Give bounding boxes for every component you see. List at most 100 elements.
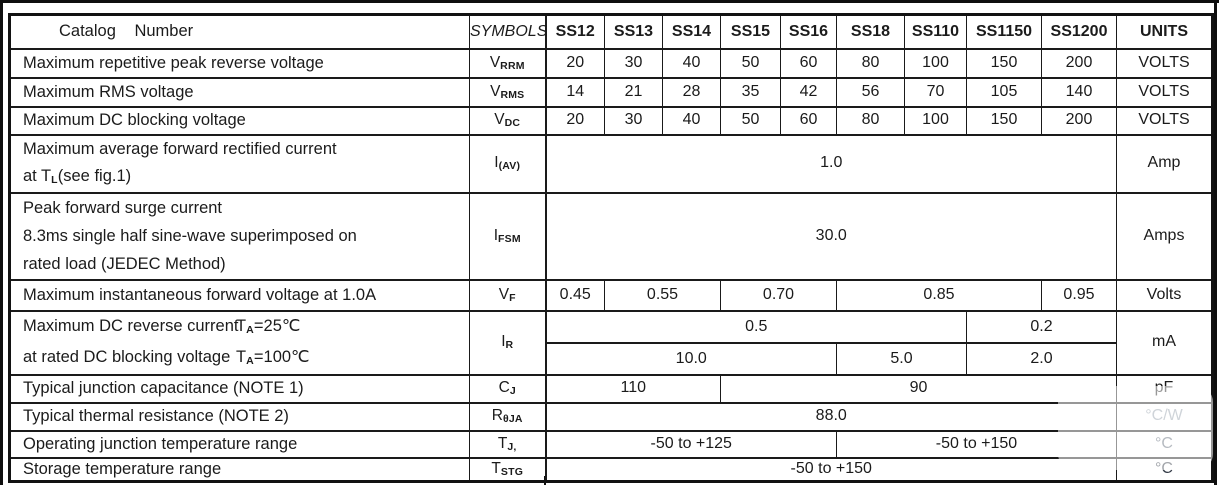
row-vdc: Maximum DC blocking voltage VDC 20 30 40… <box>9 105 1213 136</box>
vdc-value-ss18: 80 <box>836 105 905 136</box>
cj-unit: pF <box>1116 373 1213 404</box>
vrrm-label: Maximum repetitive peak reverse voltage <box>9 47 470 79</box>
symbols-header: SYMBOLS <box>469 13 547 50</box>
vrrm-value-ss16: 60 <box>780 47 837 79</box>
part-header-ss12: SS12 <box>545 13 605 50</box>
cj-label: Typical junction capacitance (NOTE 1) <box>9 373 470 404</box>
row-ifsm: Peak forward surge current 8.3ms single … <box>9 191 1213 281</box>
tj-label: Operating junction temperature range <box>9 429 470 459</box>
sheet-right-border <box>1214 0 1217 485</box>
vdc-label: Maximum DC blocking voltage <box>9 105 470 136</box>
vf-unit: Volts <box>1116 278 1213 312</box>
vrrm-value-ss1200: 200 <box>1041 47 1117 79</box>
part-header-ss15: SS15 <box>720 13 781 50</box>
catalog-number-header: Catalog Number <box>9 13 470 50</box>
iav-label: Maximum average forward rectified curren… <box>9 133 470 194</box>
ir-condition-25c: TA=25℃ <box>236 316 301 336</box>
tstg-unit: °C <box>1116 456 1213 483</box>
units-header: UNITS <box>1116 13 1213 50</box>
ir-condition-100c: TA=100℃ <box>236 347 310 367</box>
rthja-symbol: RθJA <box>469 401 547 432</box>
cj-value-low: 110 <box>545 373 721 404</box>
ir-25c-value-high: 0.2 <box>966 309 1117 345</box>
ir-unit: mA <box>1116 309 1213 376</box>
part-header-ss18: SS18 <box>836 13 905 50</box>
ratings-table: Catalog Number SYMBOLS SS12 SS13 SS14 SS… <box>8 13 1214 483</box>
table-header-row: Catalog Number SYMBOLS SS12 SS13 SS14 SS… <box>9 13 1213 50</box>
vrms-symbol: VRMS <box>469 76 547 108</box>
cj-value-high: 90 <box>720 373 1117 404</box>
rthja-value: 88.0 <box>545 401 1117 432</box>
tj-value-high: -50 to +150 <box>836 429 1117 459</box>
vrrm-symbol: VRRM <box>469 47 547 79</box>
vdc-value-ss110: 100 <box>904 105 967 136</box>
vdc-value-ss13: 30 <box>604 105 663 136</box>
row-ir-100c: 10.0 5.0 2.0 <box>10 342 1213 376</box>
vrms-value-ss15: 35 <box>720 76 781 108</box>
vdc-value-ss12: 20 <box>545 105 605 136</box>
tstg-symbol: TSTG <box>469 456 547 483</box>
vrrm-value-ss110: 100 <box>904 47 967 79</box>
vf-value-4: 0.85 <box>836 278 1042 312</box>
vrrm-value-ss15: 50 <box>720 47 781 79</box>
vf-value-2: 0.55 <box>604 278 721 312</box>
vf-label: Maximum instantaneous forward voltage at… <box>9 278 470 312</box>
iav-unit: Amp <box>1116 133 1213 194</box>
vdc-value-ss15: 50 <box>720 105 781 136</box>
vdc-value-ss1200: 200 <box>1041 105 1117 136</box>
vdc-value-ss1150: 150 <box>966 105 1042 136</box>
vrrm-value-ss14: 40 <box>662 47 721 79</box>
vdc-symbol: VDC <box>469 105 547 136</box>
row-tj: Operating junction temperature range TJ,… <box>9 429 1213 459</box>
sheet-top-border <box>0 0 1219 3</box>
vrms-value-ss1150: 105 <box>966 76 1042 108</box>
iav-symbol: I(AV) <box>469 133 547 194</box>
row-vrms: Maximum RMS voltage VRMS 14 21 28 35 42 … <box>9 76 1213 108</box>
vdc-value-ss14: 40 <box>662 105 721 136</box>
part-header-ss110: SS110 <box>904 13 967 50</box>
row-vrrm: Maximum repetitive peak reverse voltage … <box>9 47 1213 79</box>
vrms-value-ss14: 28 <box>662 76 721 108</box>
tj-value-low: -50 to +125 <box>545 429 837 459</box>
vrms-value-ss16: 42 <box>780 76 837 108</box>
ir-symbol: IR <box>469 309 547 376</box>
vrrm-value-ss12: 20 <box>545 47 605 79</box>
part-header-ss13: SS13 <box>604 13 663 50</box>
vdc-unit: VOLTS <box>1116 105 1213 136</box>
iav-value: 1.0 <box>545 133 1117 194</box>
ifsm-value: 30.0 <box>545 191 1117 281</box>
ir-100c-value-high: 2.0 <box>966 342 1117 376</box>
vrms-value-ss18: 56 <box>836 76 905 108</box>
ifsm-unit: Amps <box>1116 191 1213 281</box>
tstg-value: -50 to +150 <box>545 456 1117 483</box>
vrrm-value-ss13: 30 <box>604 47 663 79</box>
ir-100c-value-low: 10.0 <box>545 342 837 376</box>
row-rthja: Typical thermal resistance (NOTE 2) RθJA… <box>9 401 1213 432</box>
vf-value-3: 0.70 <box>720 278 837 312</box>
vrrm-unit: VOLTS <box>1116 47 1213 79</box>
part-header-ss1200: SS1200 <box>1041 13 1117 50</box>
vrms-value-ss110: 70 <box>904 76 967 108</box>
ir-25c-value-low: 0.5 <box>545 309 967 345</box>
part-header-ss14: SS14 <box>662 13 721 50</box>
row-ir-25c: Maximum DC reverse current TA=25℃ at rat… <box>9 309 1213 376</box>
vrrm-value-ss1150: 150 <box>966 47 1042 79</box>
part-header-ss16: SS16 <box>780 13 837 50</box>
ifsm-symbol: IFSM <box>469 191 547 281</box>
row-iav: Maximum average forward rectified curren… <box>9 133 1213 194</box>
rthja-label: Typical thermal resistance (NOTE 2) <box>9 401 470 432</box>
ir-100c-value-mid: 5.0 <box>836 342 967 376</box>
sheet-left-border <box>0 0 3 485</box>
row-vf: Maximum instantaneous forward voltage at… <box>9 278 1213 312</box>
vrms-label: Maximum RMS voltage <box>9 76 470 108</box>
vrms-value-ss1200: 140 <box>1041 76 1117 108</box>
vdc-value-ss16: 60 <box>780 105 837 136</box>
part-header-ss1150: SS1150 <box>966 13 1042 50</box>
rthja-unit: °C/W <box>1116 401 1213 432</box>
cj-symbol: CJ <box>469 373 547 404</box>
vrrm-value-ss18: 80 <box>836 47 905 79</box>
vf-value-5: 0.95 <box>1041 278 1117 312</box>
tj-symbol: TJ, <box>469 429 547 459</box>
vf-symbol: VF <box>469 278 547 312</box>
